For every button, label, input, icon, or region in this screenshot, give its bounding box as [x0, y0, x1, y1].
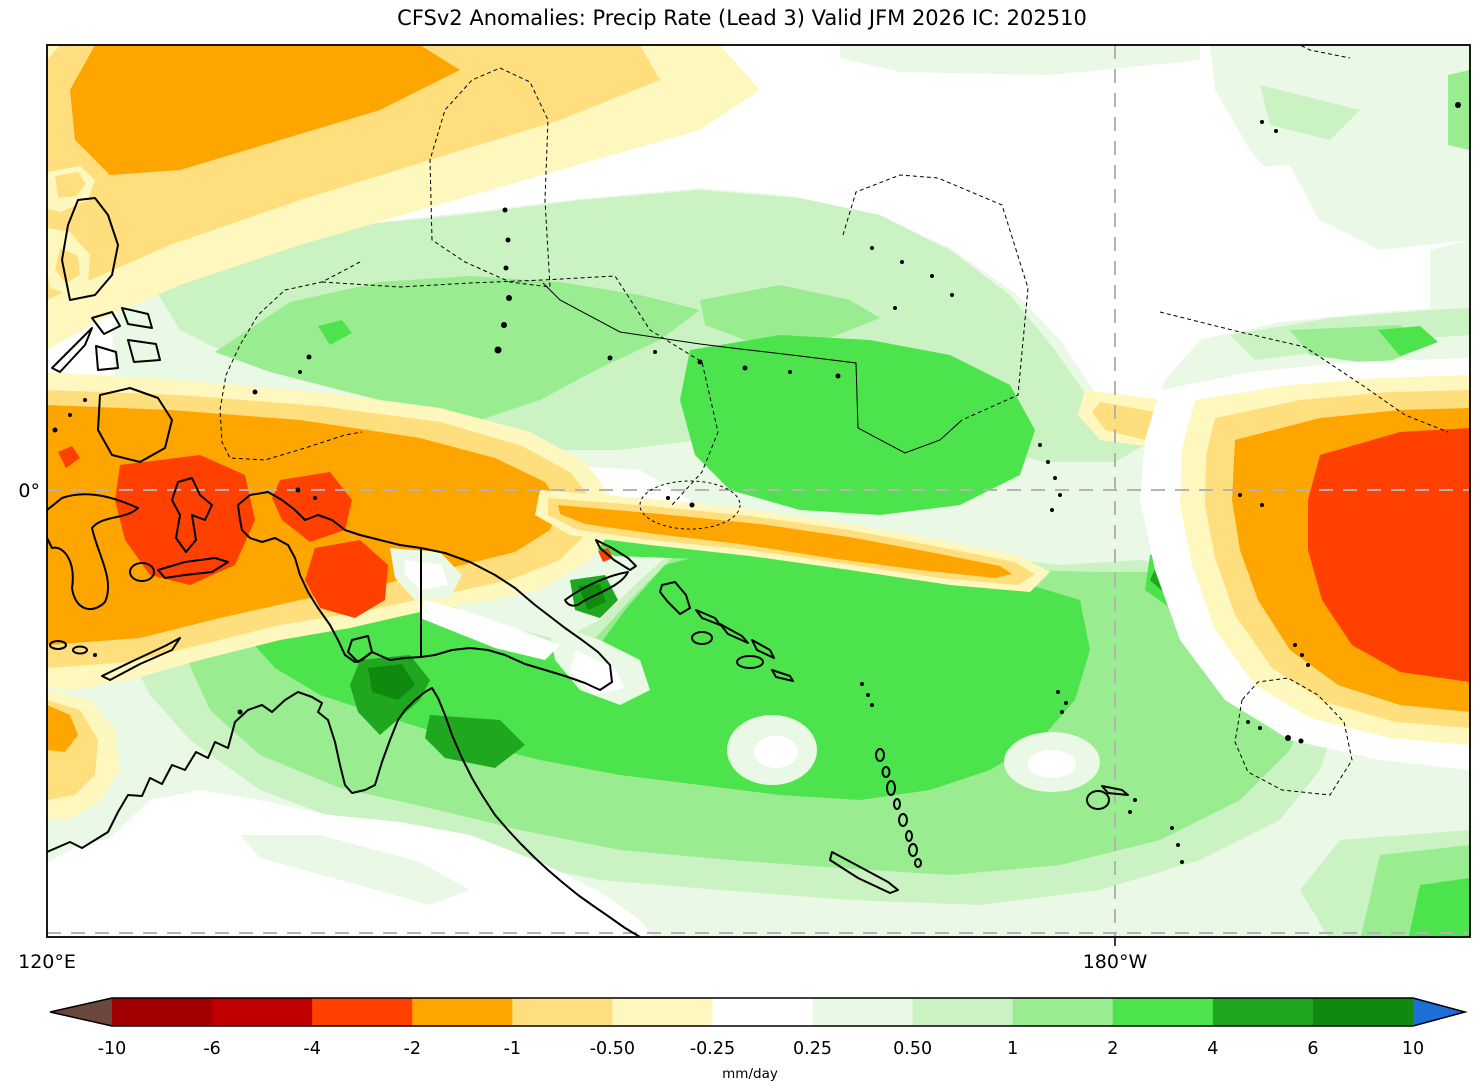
colorbar-tick-label: -0.25 — [690, 1039, 735, 1059]
colorbar-segment — [912, 998, 1014, 1026]
gridlines — [47, 45, 1470, 937]
y-axis-tick-label: 0° — [18, 480, 40, 502]
colorbar-tick-label: -2 — [404, 1039, 421, 1059]
white-hole-topright — [1105, 165, 1340, 310]
colorbar-segment — [1212, 998, 1314, 1026]
chart-title: CFSv2 Anomalies: Precip Rate (Lead 3) Va… — [397, 6, 1087, 30]
colorbar-tick-label: 0.25 — [793, 1039, 832, 1059]
coastal-pockets — [390, 548, 560, 660]
colorbar-segment — [1312, 998, 1414, 1026]
x-axis-tick-label-180w: 180°W — [1083, 951, 1148, 973]
colorbar-over-arrow — [1413, 998, 1465, 1026]
colorbar-tick-label: 10 — [1402, 1039, 1424, 1059]
colorbar-tick-label: -0.50 — [590, 1039, 635, 1059]
colorbar-tick-label: 2 — [1107, 1039, 1118, 1059]
colorbar-segment — [812, 998, 914, 1026]
colorbar-segment — [312, 998, 413, 1026]
precip-anomaly-map: 0° 120°E 180°W — [18, 44, 1471, 973]
map-plot-area — [47, 45, 1470, 937]
colorbar-tick-label: -1 — [504, 1039, 521, 1059]
colorbar-tick-label: 6 — [1307, 1039, 1318, 1059]
colorbar-unit-label: mm/day — [722, 1066, 778, 1082]
colorbar-tick-label: 0.50 — [893, 1039, 932, 1059]
colorbar-tick-label: -10 — [98, 1039, 127, 1059]
coastlines — [47, 197, 1129, 937]
colorbar-tick-label: -4 — [303, 1039, 320, 1059]
x-axis-tick-label-120e: 120°E — [18, 951, 76, 973]
colorbar-under-arrow — [50, 998, 112, 1026]
colorbar-segment — [712, 998, 814, 1026]
colorbar-segment — [112, 998, 213, 1026]
eez-boundaries — [219, 45, 1449, 796]
white-holes — [47, 465, 1100, 937]
island-dots — [52, 102, 1461, 864]
colorbar-segment — [1012, 998, 1114, 1026]
colorbar-segment — [412, 998, 513, 1026]
colorbar-tick-label: -6 — [203, 1039, 220, 1059]
colorbar-segment — [612, 998, 714, 1026]
colorbar-segment — [1112, 998, 1214, 1026]
colorbar-outline — [49, 997, 1468, 1027]
contour-fills-negative — [47, 45, 1470, 820]
colorbar: -10 -6 -4 -2 -1 -0.50 -0.25 0.25 0.50 1 2 4 6 10 mm/da… — [49, 997, 1468, 1082]
map-frame — [46, 44, 1471, 938]
colorbar-tick-label: 1 — [1007, 1039, 1018, 1059]
colorbar-segment — [212, 998, 313, 1026]
colorbar-tick-label: 4 — [1207, 1039, 1218, 1059]
colorbar-segment — [512, 998, 613, 1026]
